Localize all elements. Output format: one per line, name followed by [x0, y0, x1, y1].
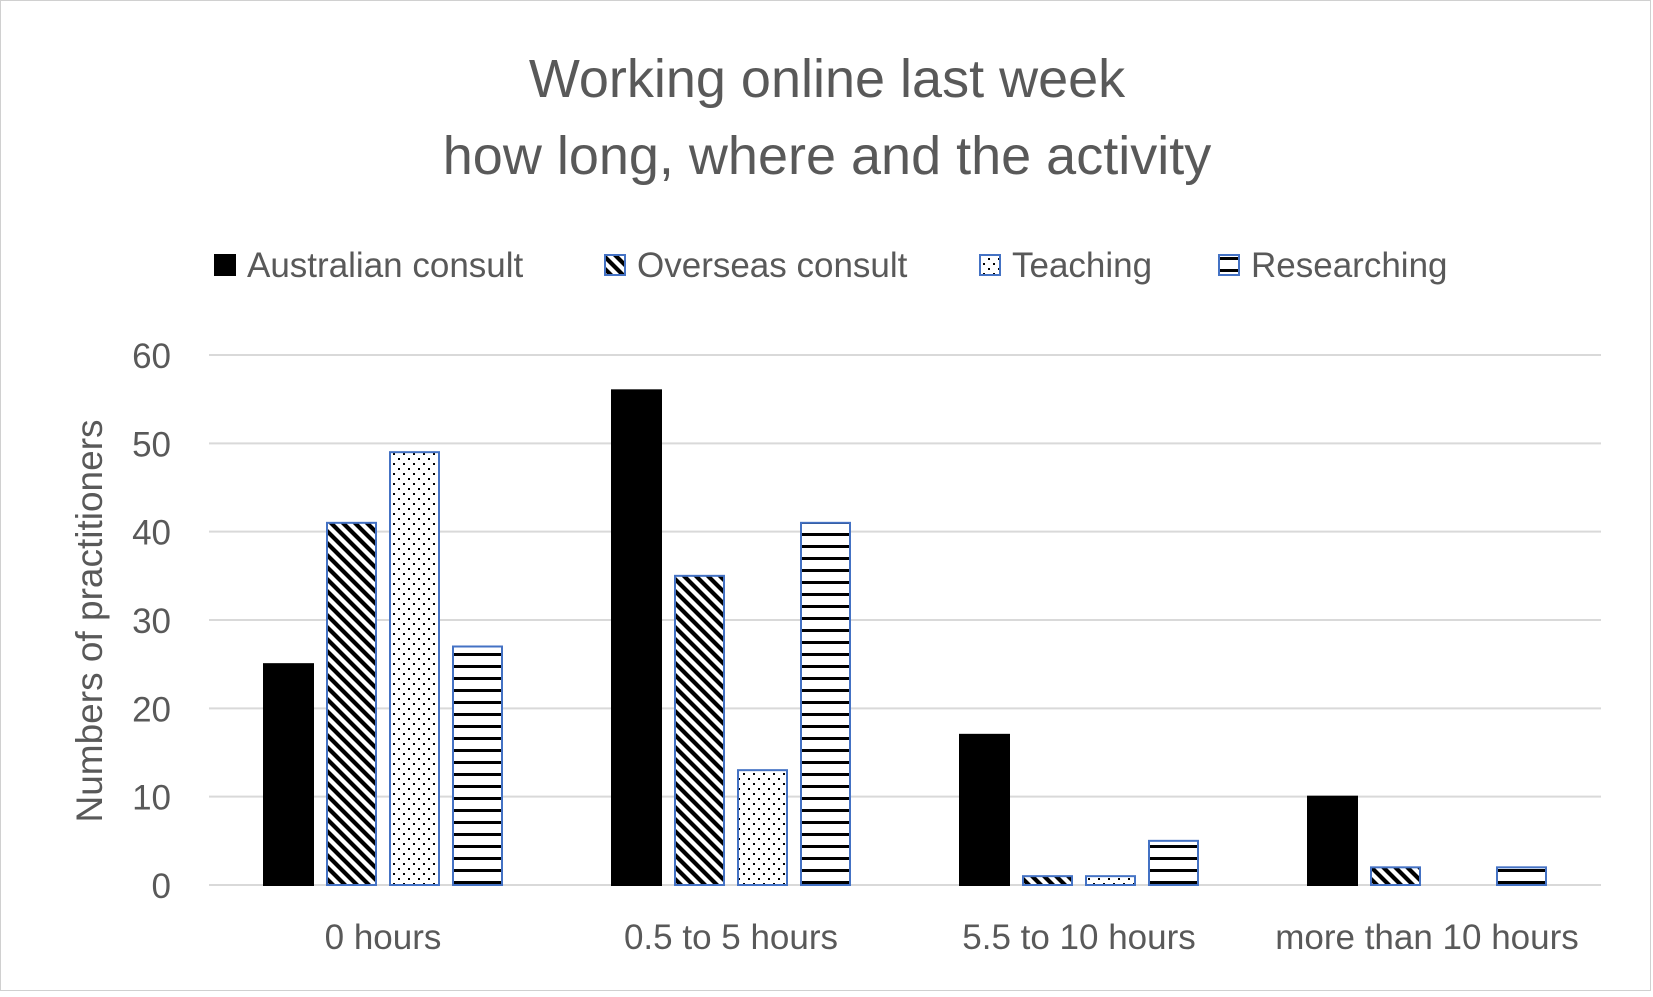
- bars: [263, 389, 1547, 887]
- x-axis-ticks: 0 hours 0.5 to 5 hours 5.5 to 10 hours more…: [325, 918, 1579, 957]
- y-tick-label: 60: [132, 337, 171, 376]
- x-tick-label: 0.5 to 5 hours: [624, 918, 838, 957]
- y-tick-label: 0: [152, 867, 171, 906]
- bar-australian-consult-5-5-to-10-hours: [959, 733, 1010, 886]
- chart-title: Working online last week how long, where…: [443, 49, 1211, 186]
- x-tick-label: 5.5 to 10 hours: [962, 918, 1196, 957]
- bar-overseas-consult-0-5-to-5-hours: [674, 574, 725, 886]
- legend-swatch: [1218, 254, 1240, 276]
- legend: Australian consult Overseas consult Teachi…: [214, 246, 1448, 285]
- legend-label: Teaching: [1012, 246, 1152, 285]
- chart-title-line-2: how long, where and the activity: [443, 126, 1211, 186]
- legend-item-teaching: Teaching: [979, 246, 1152, 285]
- legend-label: Australian consult: [247, 246, 524, 285]
- bar-teaching-0-5-to-5-hours: [737, 769, 788, 887]
- legend-swatch: [604, 254, 626, 276]
- bar-overseas-consult-0-hours: [326, 521, 377, 886]
- series-researching: [452, 521, 1547, 886]
- y-axis-ticks: 0 10 20 30 40 50 60: [132, 337, 171, 906]
- y-tick-label: 20: [132, 690, 171, 729]
- x-tick-label: 0 hours: [325, 918, 442, 957]
- y-tick-label: 50: [132, 425, 171, 464]
- gridlines: [209, 354, 1601, 886]
- series-australian-consult: [263, 389, 1358, 887]
- y-axis-label: Numbers of practitioners: [69, 419, 110, 822]
- bar-researching-0-hours: [452, 645, 503, 886]
- y-tick-label: 30: [132, 602, 171, 641]
- bar-teaching-0-hours: [389, 451, 440, 886]
- chart-title-line-1: Working online last week: [529, 49, 1126, 109]
- bar-teaching-5-5-to-10-hours: [1085, 875, 1136, 887]
- legend-item-overseas-consult: Overseas consult: [604, 246, 908, 285]
- bar-researching-more-than-10-hours: [1496, 866, 1547, 886]
- bar-overseas-consult-more-than-10-hours: [1370, 866, 1421, 886]
- legend-item-australian-consult: Australian consult: [214, 246, 524, 285]
- legend-label: Overseas consult: [637, 246, 908, 285]
- series-overseas-consult: [326, 521, 1421, 887]
- legend-item-researching: Researching: [1218, 246, 1448, 285]
- bar-researching-5-5-to-10-hours: [1148, 839, 1199, 886]
- bar-australian-consult-more-than-10-hours: [1307, 795, 1358, 887]
- y-tick-label: 10: [132, 779, 171, 818]
- x-tick-label: more than 10 hours: [1275, 918, 1579, 957]
- bar-australian-consult-0-5-to-5-hours: [611, 389, 662, 886]
- bar-overseas-consult-5-5-to-10-hours: [1022, 875, 1073, 887]
- y-tick-label: 40: [132, 514, 171, 553]
- bar-researching-0-5-to-5-hours: [800, 521, 851, 886]
- legend-label: Researching: [1251, 246, 1448, 285]
- series-teaching: [389, 451, 1136, 887]
- bar-australian-consult-0-hours: [263, 663, 314, 887]
- legend-swatch: [214, 254, 236, 276]
- legend-swatch: [979, 254, 1001, 276]
